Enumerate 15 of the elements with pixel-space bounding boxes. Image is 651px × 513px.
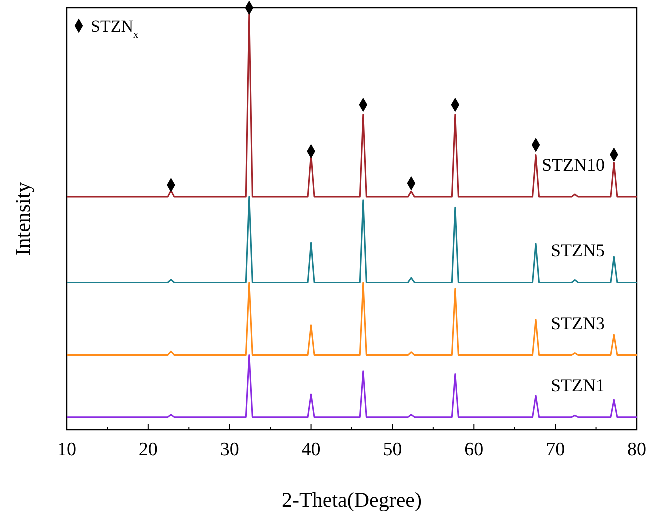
x-tick-label: 60	[464, 439, 484, 460]
x-axis-title: 2-Theta(Degree)	[282, 488, 422, 512]
x-tick-label: 80	[628, 439, 646, 460]
series-label: STZN1	[551, 375, 605, 396]
series-label: STZN3	[551, 313, 605, 334]
x-tick-label: 30	[220, 439, 240, 460]
x-tick-label: 70	[546, 439, 566, 460]
x-tick-label: 40	[302, 439, 321, 460]
x-tick-label: 20	[138, 439, 158, 460]
x-tick-label: 50	[383, 439, 402, 460]
x-tick-label: 10	[58, 439, 76, 460]
legend-label: STZN$_{x}$	[91, 17, 139, 40]
series-label: STZN10	[542, 155, 605, 176]
series-label: STZN5	[551, 240, 605, 261]
y-axis-title: Intensity	[11, 182, 35, 256]
